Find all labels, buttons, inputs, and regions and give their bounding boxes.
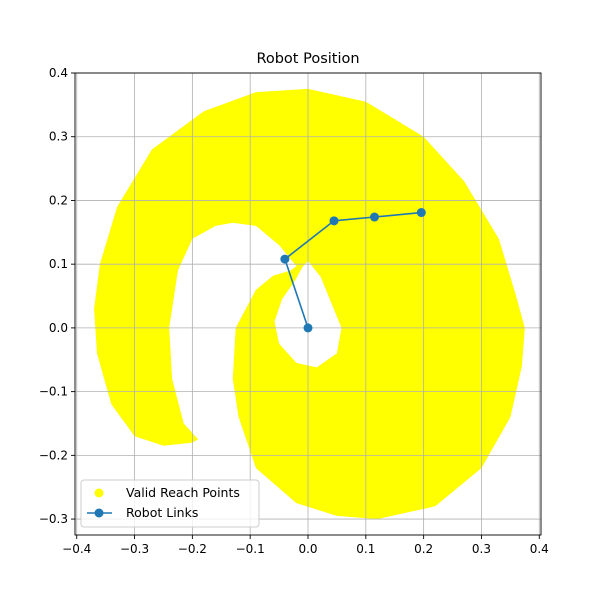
y-tick-label-5: 0.2 [49, 193, 68, 207]
x-tick-label-5: 0.1 [356, 542, 375, 556]
valid-reach-region [94, 88, 525, 520]
x-tick-label-6: 0.2 [414, 542, 433, 556]
x-tick-label-3: −0.1 [236, 542, 265, 556]
x-tick-label-2: −0.2 [178, 542, 207, 556]
legend-box [80, 479, 260, 528]
axes: −0.4 −0.3 −0.2 −0.1 0.0 0.1 0.2 0.3 0.4 −0.3 −0.2 −… [39, 66, 549, 556]
x-tick-label-7: 0.3 [472, 542, 491, 556]
robot-joint-4 [416, 208, 426, 218]
y-tick-label-7: 0.4 [49, 66, 68, 80]
y-tick-label-4: 0.1 [49, 257, 68, 271]
legend-marker-reach [94, 488, 104, 498]
plot-area [75, 72, 541, 535]
y-tick-label-1: −0.2 [39, 448, 68, 462]
legend: Valid Reach Points Robot Links [80, 479, 260, 528]
legend-label-links: Robot Links [126, 505, 198, 520]
x-tick-label-4: 0.0 [298, 542, 317, 556]
x-tick-label-8: 0.4 [530, 542, 549, 556]
robot-joint-2 [329, 216, 339, 226]
x-tick-label-1: −0.3 [120, 542, 149, 556]
legend-label-reach: Valid Reach Points [126, 485, 240, 500]
robot-joint-1 [280, 254, 290, 264]
y-tick-label-3: 0.0 [49, 321, 68, 335]
robot-joint-3 [369, 212, 379, 222]
robot-joint-0 [303, 323, 313, 333]
legend-marker-links [94, 508, 104, 518]
y-tick-label-0: −0.3 [39, 512, 68, 526]
x-tick-label-0: −0.4 [62, 542, 91, 556]
chart-title: Robot Position [256, 51, 359, 67]
y-tick-label-2: −0.1 [39, 385, 68, 399]
y-tick-label-6: 0.3 [49, 130, 68, 144]
